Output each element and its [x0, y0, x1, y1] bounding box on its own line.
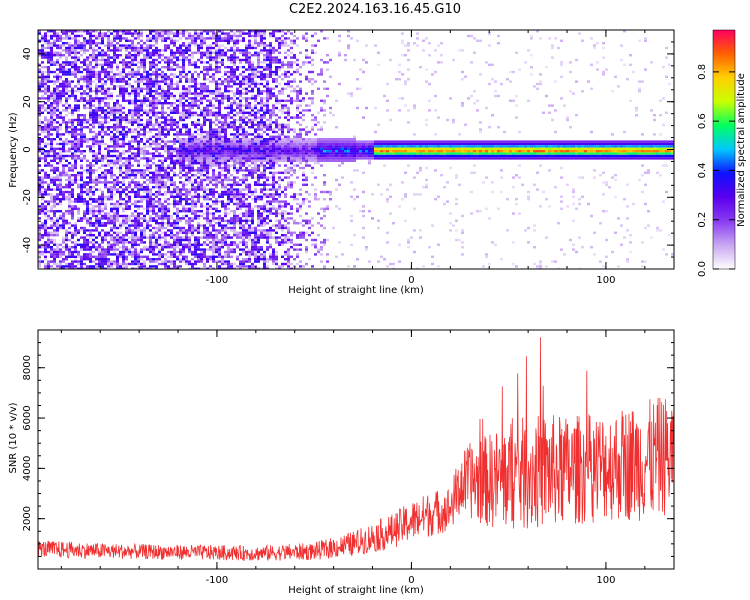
colorbar-ticks: 0.0 0.2 0.4 0.6 0.8 [697, 64, 735, 277]
y-tick-label: 2000 [22, 506, 33, 531]
snr-ticks: -100 0 100 2000 4000 6000 8000 [22, 329, 674, 586]
x-tick-label: 0 [408, 275, 414, 286]
snr-series-line [38, 337, 674, 562]
y-tick-label: -40 [22, 237, 33, 253]
colorbar [712, 29, 736, 270]
x-tick-label: 100 [596, 275, 615, 286]
colorbar-tick-label: 0.8 [697, 64, 708, 80]
snr-x-axis-label: Height of straight line (km) [288, 585, 424, 596]
y-tick-label: -20 [22, 189, 33, 205]
colorbar-tick-label: 0.0 [697, 261, 708, 277]
colorbar-tick-label: 0.6 [697, 113, 708, 129]
snr-y-axis-label: SNR (10 * v/v) [8, 402, 19, 473]
y-tick-label: 6000 [22, 405, 33, 430]
x-tick-label: -100 [206, 275, 229, 286]
x-tick-label: -100 [206, 575, 229, 586]
y-tick-label: 40 [22, 48, 33, 61]
snr-frame [37, 329, 675, 570]
x-tick-label: 0 [408, 575, 414, 586]
colorbar-tick-label: 0.2 [697, 212, 708, 228]
x-tick-label: 100 [596, 575, 615, 586]
spectrogram-y-axis-label: Frequency (Hz) [8, 112, 19, 188]
colorbar-tick-label: 0.4 [697, 162, 708, 178]
spectrogram-heatmap [38, 30, 674, 269]
snr-line-layer [38, 337, 674, 562]
colorbar-label: Normalized spectral amplitude [736, 73, 747, 227]
spectrogram-ticks: -100 0 100 -40 -20 0 20 40 [22, 29, 674, 286]
y-tick-label: 8000 [22, 355, 33, 380]
spectrogram-x-axis-label: Height of straight line (km) [288, 285, 424, 296]
chart-title: C2E2.2024.163.16.45.G10 [288, 2, 462, 17]
y-tick-label: 4000 [22, 456, 33, 481]
y-tick-label: 0 [22, 146, 33, 152]
y-tick-label: 20 [22, 95, 33, 108]
